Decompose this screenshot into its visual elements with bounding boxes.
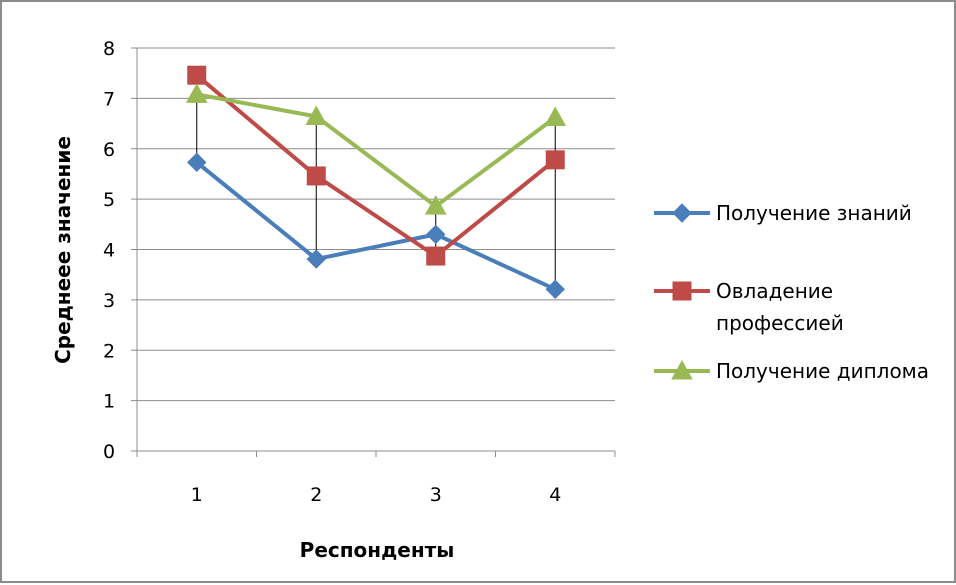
legend-label: Овладение профессией [716, 279, 844, 335]
y-tick-label: 7 [103, 88, 115, 110]
legend-label: Получение знаний [716, 201, 912, 225]
series-line [196, 92, 557, 209]
data-point [545, 150, 565, 170]
legend-item-1: Получение знаний [654, 201, 912, 225]
y-tick-label: 0 [103, 441, 115, 463]
y-tick-label: 2 [103, 340, 115, 362]
y-tick-label: 1 [103, 391, 115, 413]
y-tick-label: 4 [103, 240, 115, 262]
x-tick-label: 4 [549, 484, 561, 506]
legend-item-2: Овладение профессией [654, 279, 844, 335]
legend-label-line: профессией [716, 311, 844, 335]
data-point [306, 166, 326, 186]
series-2 [187, 65, 565, 266]
axes [131, 47, 616, 457]
series-3 [185, 83, 567, 215]
x-axis-title: Респонденты [300, 538, 455, 562]
y-axis-title: Среднеее значение [51, 136, 75, 364]
data-point [426, 246, 446, 266]
gridlines [137, 47, 615, 402]
y-tick-label: 3 [103, 290, 115, 312]
series-group [185, 65, 567, 300]
series-1 [187, 152, 565, 300]
legend-marker [672, 203, 692, 223]
y-tick-label: 8 [103, 38, 115, 60]
legend-marker [671, 359, 693, 380]
legend-label-line: Овладение [716, 279, 833, 303]
data-point [544, 106, 567, 127]
data-point [187, 65, 207, 85]
data-point [187, 152, 207, 173]
x-tick-label: 3 [430, 484, 442, 506]
series-line [195, 160, 557, 292]
y-tick-label: 6 [103, 139, 115, 161]
legend-marker [672, 281, 692, 301]
y-tick-label: 5 [103, 189, 115, 211]
series-line [195, 73, 557, 259]
data-point [545, 279, 565, 300]
data-point [426, 224, 446, 245]
x-tick-label: 2 [310, 484, 322, 506]
x-tick-label: 1 [191, 484, 203, 506]
legend-item-3: Получение диплома [654, 359, 929, 383]
data-point [306, 249, 326, 269]
legend: Получение знаний Овладение профессией Получ… [654, 201, 929, 383]
data-point [305, 105, 328, 126]
data-point [185, 83, 208, 103]
tick-labels: 0 1 2 3 4 5 6 7 8 1 2 3 4 [103, 38, 561, 506]
high-low-lines [196, 75, 556, 290]
legend-label: Получение диплома [716, 359, 929, 383]
data-point [424, 195, 447, 215]
